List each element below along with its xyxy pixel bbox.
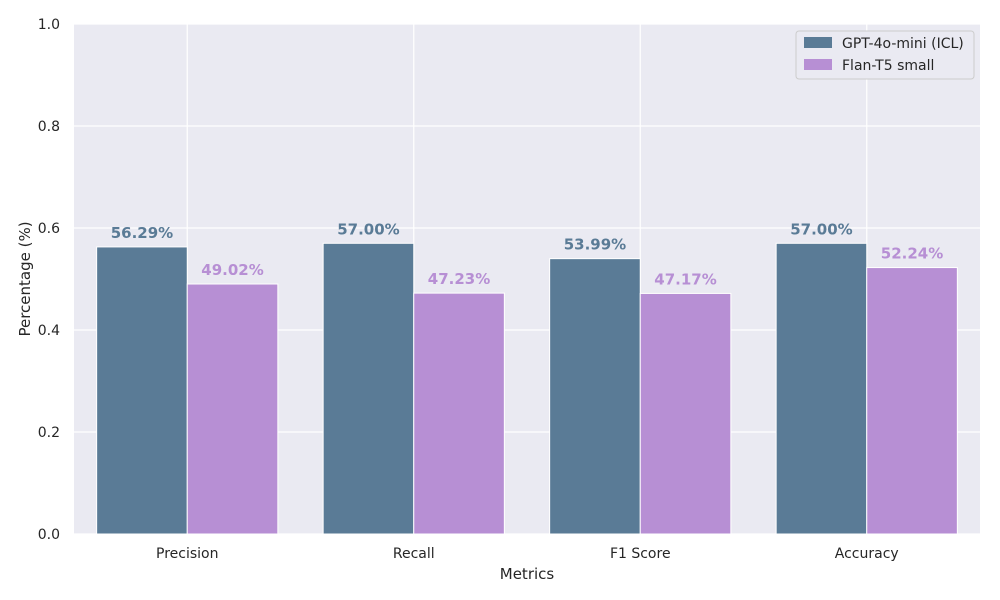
- data-label-flan-t5-small-f1-score: 47.17%: [654, 270, 716, 288]
- bar-flan-t5-small-recall: [413, 292, 505, 535]
- bar-flan-t5-small-accuracy: [866, 267, 958, 535]
- bar-gpt-4o-mini-icl-precision: [96, 246, 188, 535]
- bar-gpt-4o-mini-icl-accuracy: [775, 242, 868, 535]
- legend-swatch-gpt-4o-mini: [804, 37, 832, 48]
- y-tick-label: 0.6: [38, 221, 60, 237]
- y-tick-label: 1.0: [38, 17, 60, 33]
- x-tick-label: F1 Score: [610, 546, 671, 562]
- data-label-flan-t5-small-recall: 47.23%: [428, 270, 490, 288]
- bar-flan-t5-small-precision: [186, 283, 279, 535]
- y-axis-ticks: 0.0 0.2 0.4 0.6 0.8 1.0: [38, 17, 60, 543]
- x-tick-label: Precision: [156, 546, 218, 562]
- data-label-gpt-4o-mini-icl-accuracy: 57.00%: [790, 220, 852, 238]
- legend: GPT-4o-mini (ICL) Flan-T5 small: [795, 30, 975, 80]
- y-tick-label: 0.4: [38, 323, 60, 339]
- bar-gpt-4o-mini-icl-recall: [322, 242, 415, 535]
- y-tick-label: 0.2: [38, 425, 60, 441]
- y-axis-title: Percentage (%): [16, 221, 34, 336]
- legend-label-flan-t5-small: Flan-T5 small: [842, 58, 934, 74]
- data-label-flan-t5-small-accuracy: 52.24%: [881, 245, 943, 263]
- bar-flan-t5-small-f1-score: [639, 292, 732, 535]
- x-tick-label: Recall: [393, 546, 435, 562]
- legend-box: [795, 30, 975, 80]
- data-label-flan-t5-small-precision: 49.02%: [201, 261, 263, 279]
- data-label-gpt-4o-mini-icl-f1-score: 53.99%: [564, 236, 626, 254]
- y-tick-label: 0.0: [38, 527, 60, 543]
- data-label-gpt-4o-mini-icl-precision: 56.29%: [111, 224, 173, 242]
- x-axis-title: Metrics: [500, 565, 555, 583]
- y-tick-label: 0.8: [38, 119, 60, 135]
- bars: [96, 242, 958, 535]
- data-label-gpt-4o-mini-icl-recall: 57.00%: [337, 220, 399, 238]
- x-tick-label: Accuracy: [835, 546, 899, 562]
- legend-swatch-flan-t5-small: [804, 59, 832, 70]
- bar-gpt-4o-mini-icl-f1-score: [549, 258, 641, 535]
- x-axis-ticks: Precision Recall F1 Score Accuracy: [156, 546, 899, 562]
- data-labels: 56.29% 57.00% 53.99% 57.00% 49.02% 47.23% 47.1…: [111, 220, 944, 288]
- legend-label-gpt-4o-mini: GPT-4o-mini (ICL): [842, 36, 964, 52]
